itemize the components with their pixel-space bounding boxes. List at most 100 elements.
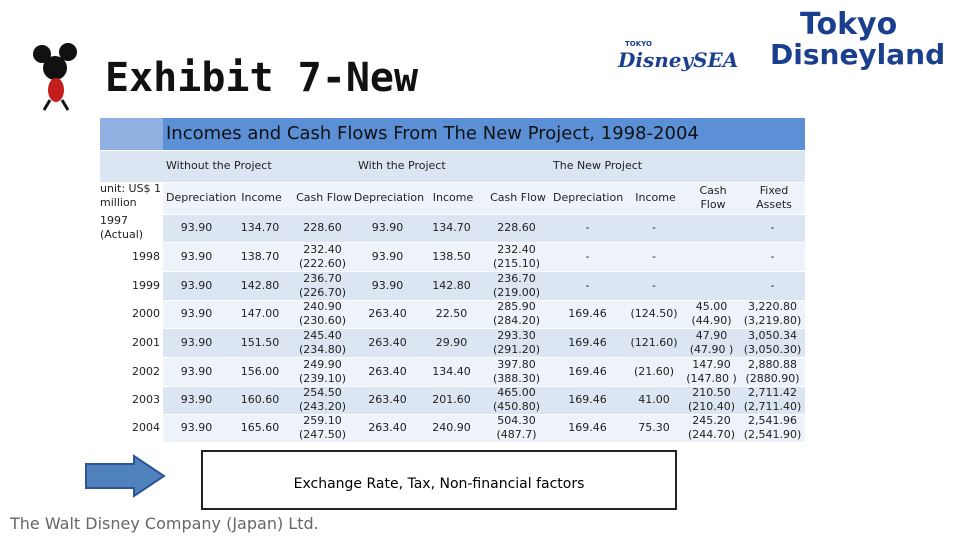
group-header: Without the Project (166, 159, 272, 172)
table-cell: 151.50 (240, 335, 280, 349)
table-cell: 245.40 (234.80) (298, 328, 347, 356)
row-label: 1998 (132, 249, 160, 263)
table-cell: 259.10 (247.50) (298, 414, 347, 441)
table-cell: 160.60 (240, 393, 280, 406)
table-cell: 245.20 (244.70) (687, 414, 736, 441)
table-cell: 169.46 (568, 307, 607, 320)
table-cell: 47.90 (47.90 ) (689, 328, 734, 356)
column-header: Depreciation (553, 191, 624, 204)
table-cell: 29.90 (435, 335, 468, 349)
table-cell: 93.90 (180, 421, 213, 434)
table-cell: 397.80 (388.30) (492, 357, 541, 385)
table-cell: 93.90 (180, 307, 213, 320)
mickey-icon (33, 43, 77, 111)
logo-sea-top: TOKYO (625, 40, 652, 48)
table-cell: 210.50 (210.40) (687, 386, 736, 413)
title-bar (163, 118, 805, 150)
note-box: Exchange Rate, Tax, Non-financial factor… (201, 450, 677, 510)
title-bar-left (100, 118, 163, 150)
table-cell: 41.00 (638, 393, 670, 406)
table-cell: - (652, 249, 656, 263)
table-cell: - (652, 278, 656, 292)
table-cell: 93.90 (180, 249, 213, 263)
table-cell: 2,541.96 (2,541.90) (743, 414, 802, 441)
table-cell: 93.90 (371, 278, 404, 292)
table-cell: 236.70 (226.70) (298, 271, 347, 299)
table-cell: 45.00 (44.90) (691, 300, 732, 327)
table-cell: 22.50 (435, 307, 468, 320)
table-cell: 2,711.42 (2,711.40) (743, 386, 802, 413)
table-cell: 240.90 (432, 421, 471, 434)
row-label: 1999 (132, 278, 160, 292)
column-header: Income (241, 191, 282, 204)
row-bg (163, 183, 805, 214)
row-bg (163, 301, 805, 328)
row-bg (163, 272, 805, 300)
column-header: Depreciation (353, 191, 425, 204)
table-cell: 134.40 (432, 364, 471, 378)
row-label: 1997 (Actual) (100, 214, 144, 241)
table-cell: 228.60 (497, 221, 536, 234)
table-cell: 169.46 (568, 335, 607, 349)
table-cell: 2,880.88 (2880.90) (745, 357, 800, 385)
table-cell: 236.70 (219.00) (492, 271, 541, 299)
row-bg (163, 329, 805, 357)
company-logo: The Walt Disney Company (Japan) Ltd. (10, 514, 319, 533)
table-cell: 201.60 (432, 393, 471, 406)
table-cell: 3,050.34 (3,050.30) (743, 328, 802, 356)
column-header: Fixed Assets (756, 184, 792, 211)
table-cell: 75.30 (638, 421, 670, 434)
row-bg (163, 215, 805, 242)
row-label: 2004 (132, 421, 160, 434)
table-cell: 138.50 (432, 249, 471, 263)
table-cell: 232.40 (215.10) (492, 242, 541, 270)
table-cell: 3,220.80 (3,219.80) (743, 300, 802, 327)
table-cell: 293.30 (291.20) (492, 328, 541, 356)
data-table: Incomes and Cash Flows From The New Proj… (100, 118, 805, 442)
group-header: The New Project (553, 159, 643, 172)
column-header: Cash Flow (296, 191, 352, 204)
table-cell: 169.46 (568, 421, 607, 434)
table-cell: 142.80 (432, 278, 471, 292)
table-cell: 263.40 (368, 393, 407, 406)
slide-title: Exhibit 7-New (105, 55, 419, 101)
table-cell: 285.90 (284.20) (492, 300, 541, 327)
row-label: 2001 (132, 335, 160, 349)
table-cell: 138.70 (240, 249, 280, 263)
table-cell: 93.90 (371, 221, 404, 234)
column-header: Income (635, 191, 676, 204)
table-cell: (21.60) (633, 364, 675, 378)
unit-label: unit: US$ 1 million (100, 182, 162, 209)
table-cell: 147.90 (147.80 ) (686, 357, 737, 385)
row-bg (163, 358, 805, 386)
table-cell: (124.50) (630, 307, 678, 320)
table-cell: 93.90 (180, 364, 213, 378)
table-title: Incomes and Cash Flows From The New Proj… (166, 123, 699, 144)
table-cell: 263.40 (368, 307, 407, 320)
table-cell: 504.30 (487.7) (496, 414, 537, 441)
logo-land-top: Tokyo (800, 7, 898, 42)
table-cell: 93.90 (180, 221, 213, 234)
table-cell: - (585, 221, 590, 234)
table-cell: (121.60) (630, 335, 678, 349)
table-cell: 93.90 (180, 335, 213, 349)
table-cell: - (585, 249, 590, 263)
table-cell: 134.70 (240, 221, 280, 234)
table-cell: 465.00 (450.80) (492, 386, 541, 413)
column-header: Cash Flow (699, 184, 727, 211)
table-cell: 254.50 (243.20) (298, 386, 347, 413)
row-bg (163, 243, 805, 271)
table-cell: 165.60 (240, 421, 280, 434)
row-label: 2002 (132, 364, 160, 378)
arrow (85, 454, 166, 498)
table-cell: 169.46 (568, 393, 607, 406)
table-cell: - (770, 278, 775, 292)
row-label: 2003 (132, 393, 160, 406)
table-cell: 93.90 (180, 393, 213, 406)
table-cell: 142.80 (240, 278, 280, 292)
table-cell: 156.00 (240, 364, 280, 378)
table-cell: 263.40 (368, 364, 407, 378)
table-cell: 232.40 (222.60) (298, 242, 347, 270)
table-cell: 228.60 (303, 221, 342, 234)
